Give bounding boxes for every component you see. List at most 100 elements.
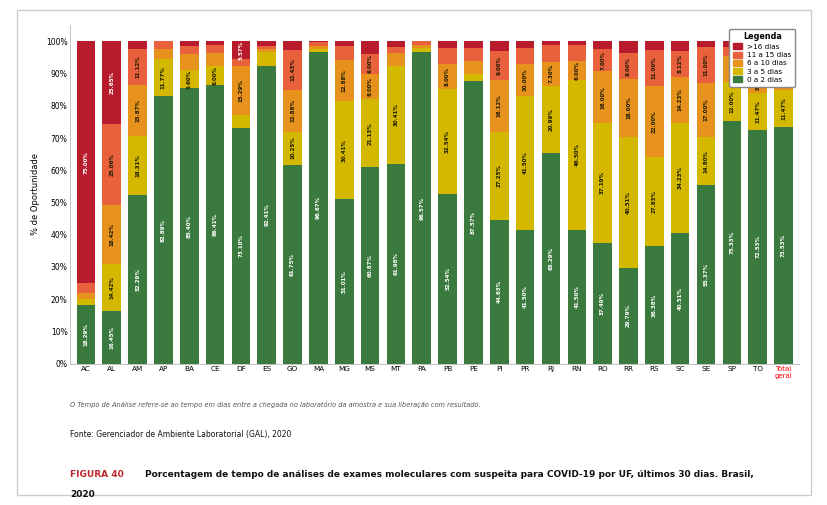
Text: 27.25%: 27.25% (496, 165, 501, 187)
Text: 65.29%: 65.29% (547, 247, 552, 270)
Text: 17.00%: 17.00% (703, 98, 708, 122)
Bar (670, 123, 689, 233)
Bar (748, 93, 766, 130)
Text: 11.00%: 11.00% (651, 57, 656, 79)
Bar (490, 220, 508, 364)
Bar (206, 85, 224, 364)
Bar (566, 41, 586, 44)
Bar (670, 41, 689, 51)
Bar (644, 157, 662, 246)
Bar (386, 53, 404, 66)
Text: 85.40%: 85.40% (187, 215, 192, 237)
Bar (76, 299, 95, 305)
Bar (437, 89, 457, 194)
Text: 8.00%: 8.00% (625, 57, 630, 76)
Bar (232, 41, 250, 59)
Bar (386, 41, 404, 46)
Bar (128, 49, 146, 85)
Bar (541, 153, 560, 364)
Bar (696, 83, 715, 137)
Text: 7.00%: 7.00% (600, 50, 605, 70)
Bar (722, 47, 740, 57)
Bar (76, 41, 95, 283)
Bar (566, 61, 586, 80)
Bar (773, 127, 792, 364)
Text: 12.00%: 12.00% (729, 90, 734, 113)
Text: 8.00%: 8.00% (367, 77, 372, 96)
Bar (412, 53, 431, 364)
Bar (206, 44, 224, 53)
Bar (386, 46, 404, 53)
Text: 21.13%: 21.13% (367, 122, 372, 145)
Bar (748, 51, 766, 67)
Bar (490, 132, 508, 220)
Bar (103, 311, 121, 364)
Y-axis label: % de Oportunidade: % de Oportunidade (31, 154, 41, 235)
Bar (644, 86, 662, 157)
Bar (361, 74, 379, 99)
Bar (76, 293, 95, 299)
Bar (283, 165, 302, 364)
Text: FIGURA 40: FIGURA 40 (70, 470, 124, 479)
Text: 8.00%: 8.00% (754, 71, 759, 89)
Text: 75.33%: 75.33% (729, 231, 734, 254)
Bar (412, 48, 431, 53)
Text: 8.12%: 8.12% (676, 55, 681, 73)
Bar (232, 59, 250, 66)
Text: 20.99%: 20.99% (547, 108, 552, 131)
Text: 51.01%: 51.01% (342, 270, 347, 293)
Bar (515, 64, 533, 96)
Bar (541, 62, 560, 85)
Bar (257, 53, 275, 66)
Bar (490, 51, 508, 80)
Text: 14.42%: 14.42% (109, 276, 114, 299)
Text: 10.00%: 10.00% (522, 69, 527, 91)
Bar (593, 243, 611, 364)
Bar (696, 41, 715, 47)
Bar (464, 41, 482, 48)
Bar (179, 54, 198, 70)
Bar (490, 41, 508, 51)
Text: 15.29%: 15.29% (238, 79, 243, 102)
Text: 36.38%: 36.38% (651, 293, 656, 317)
Text: 82.89%: 82.89% (160, 219, 165, 241)
Text: 12.88%: 12.88% (342, 69, 347, 92)
Text: 18.00%: 18.00% (625, 96, 630, 120)
Text: 10.25%: 10.25% (289, 137, 294, 160)
Bar (541, 85, 560, 153)
Bar (179, 46, 198, 54)
Text: 41.50%: 41.50% (574, 285, 579, 308)
Bar (179, 88, 198, 364)
Text: 8.00%: 8.00% (445, 67, 450, 86)
Text: Fonte: Gerenciador de Ambiente Laboratorial (GAL), 2020: Fonte: Gerenciador de Ambiente Laborator… (70, 430, 291, 439)
Bar (619, 41, 637, 54)
Bar (361, 168, 379, 364)
Bar (437, 41, 457, 47)
Text: 32.54%: 32.54% (445, 130, 450, 154)
Bar (773, 64, 792, 90)
Legend: >16 dias, 11 a 15 dias, 6 a 10 dias, 3 a 5 dias, 0 a 2 dias: >16 dias, 11 a 15 dias, 6 a 10 dias, 3 a… (729, 29, 795, 86)
Text: 9.00%: 9.00% (496, 56, 501, 75)
Text: 30.41%: 30.41% (342, 139, 347, 162)
Text: 14.80%: 14.80% (703, 150, 708, 173)
Text: 73.53%: 73.53% (780, 234, 785, 257)
Bar (566, 44, 586, 61)
Bar (154, 41, 173, 48)
Bar (566, 80, 586, 230)
Text: 11.12%: 11.12% (135, 56, 140, 78)
Bar (773, 41, 792, 51)
Text: 11.77%: 11.77% (160, 66, 165, 89)
Bar (464, 48, 482, 61)
Text: 12.88%: 12.88% (289, 99, 294, 122)
Bar (257, 66, 275, 364)
Text: 18.31%: 18.31% (135, 154, 140, 177)
Text: 96.57%: 96.57% (418, 196, 423, 220)
Text: 46.50%: 46.50% (574, 143, 579, 167)
Text: 22.00%: 22.00% (651, 110, 656, 132)
Text: 86.41%: 86.41% (213, 213, 218, 236)
Bar (308, 45, 327, 49)
Bar (619, 268, 637, 364)
Text: 12.43%: 12.43% (289, 59, 294, 81)
Bar (335, 101, 353, 199)
Text: 61.75%: 61.75% (289, 252, 294, 276)
